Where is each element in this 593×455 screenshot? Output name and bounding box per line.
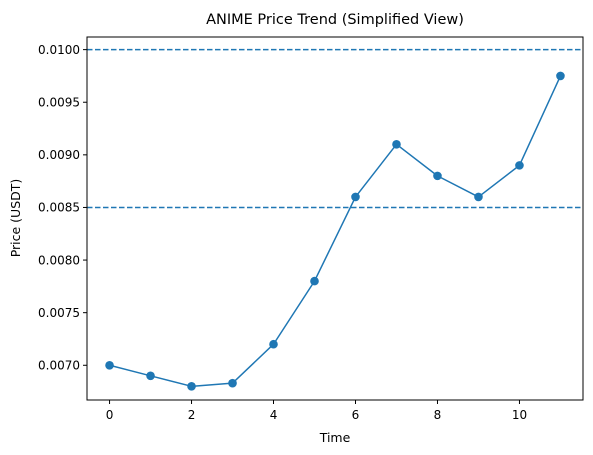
data-point bbox=[228, 378, 237, 388]
y-axis: 0.0070 0.0075 0.0080 0.0085 0.0090 0.0095 0.01… bbox=[38, 43, 87, 372]
data-point bbox=[187, 382, 196, 391]
data-point bbox=[556, 71, 565, 81]
y-tick-label: 0.0100 bbox=[38, 43, 80, 57]
series-line bbox=[109, 75, 562, 388]
x-tick-label: 4 bbox=[270, 408, 278, 422]
x-axis: 0 2 4 6 8 10 bbox=[106, 400, 527, 422]
data-point bbox=[474, 192, 483, 202]
series-layer bbox=[105, 71, 565, 391]
x-axis-title: Time bbox=[319, 430, 351, 445]
x-tick-label: 6 bbox=[352, 408, 360, 422]
y-tick-label: 0.0085 bbox=[38, 201, 80, 215]
x-tick-label: 8 bbox=[434, 408, 442, 422]
y-tick-label: 0.0095 bbox=[38, 95, 80, 109]
data-point bbox=[433, 171, 442, 181]
x-tick-label: 10 bbox=[512, 408, 527, 422]
y-tick-label: 0.0090 bbox=[38, 148, 80, 162]
y-tick-label: 0.0080 bbox=[38, 253, 80, 267]
chart-title: ANIME Price Trend (Simplified View) bbox=[206, 12, 464, 28]
x-tick-label: 2 bbox=[188, 408, 196, 422]
data-point bbox=[392, 140, 401, 149]
x-tick-label: 0 bbox=[106, 408, 114, 422]
y-tick-label: 0.0075 bbox=[38, 306, 80, 320]
data-point bbox=[269, 339, 278, 349]
data-point bbox=[351, 192, 360, 202]
reference-lines bbox=[87, 48, 583, 209]
data-point bbox=[105, 360, 114, 370]
data-point bbox=[146, 371, 155, 381]
plot-frame bbox=[86, 36, 584, 401]
y-axis-title: Price (USDT) bbox=[8, 179, 23, 258]
data-point bbox=[310, 276, 319, 286]
data-point bbox=[515, 161, 524, 170]
y-tick-label: 0.0070 bbox=[38, 358, 80, 372]
